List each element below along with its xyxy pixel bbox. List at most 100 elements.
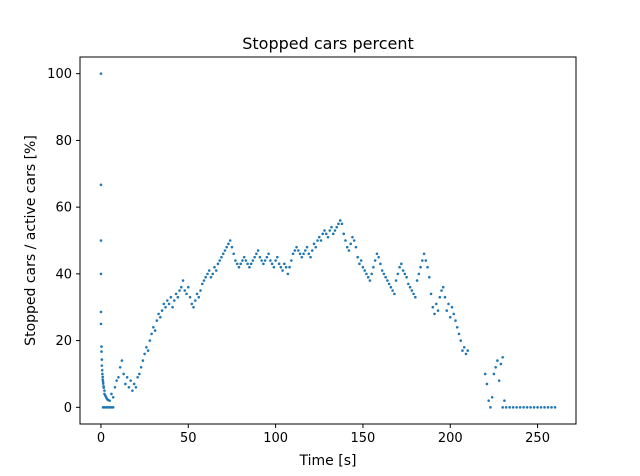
data-point	[434, 302, 438, 306]
data-point	[504, 406, 508, 409]
data-point	[138, 372, 141, 376]
data-point	[159, 315, 162, 319]
data-point	[489, 406, 492, 409]
data-point	[462, 345, 466, 349]
data-point	[269, 259, 272, 262]
data-point	[553, 406, 557, 409]
data-point	[511, 406, 515, 409]
data-point	[211, 272, 215, 276]
data-point	[101, 372, 104, 376]
data-point	[387, 282, 391, 286]
data-point	[171, 305, 174, 309]
data-point	[522, 406, 525, 409]
data-point	[160, 309, 164, 312]
data-point	[433, 312, 436, 316]
data-point	[228, 239, 232, 242]
data-point	[441, 285, 445, 289]
data-point	[297, 249, 300, 252]
data-point	[169, 295, 173, 299]
data-point	[265, 255, 269, 259]
data-point	[111, 396, 115, 399]
data-point	[157, 312, 160, 316]
data-point	[204, 275, 208, 279]
data-point	[255, 252, 258, 256]
data-point	[455, 325, 459, 329]
data-point	[209, 275, 213, 279]
data-point	[197, 295, 201, 299]
data-point	[377, 255, 380, 259]
data-point	[461, 349, 464, 352]
data-point	[403, 272, 407, 276]
data-point	[307, 252, 311, 256]
data-point	[485, 382, 489, 386]
data-point	[373, 259, 377, 262]
data-point	[352, 239, 356, 242]
data-point	[111, 406, 115, 409]
data-point	[234, 259, 237, 262]
data-point	[445, 309, 449, 312]
data-point	[354, 245, 358, 249]
data-point	[391, 289, 394, 292]
data-point	[508, 406, 511, 409]
data-point	[174, 292, 178, 296]
data-point	[132, 382, 136, 386]
data-point	[127, 386, 131, 389]
data-point	[323, 229, 326, 232]
data-point	[183, 289, 187, 292]
data-point	[186, 285, 190, 289]
data-point	[270, 262, 274, 266]
data-point	[492, 372, 496, 376]
data-point	[429, 292, 433, 296]
data-point	[317, 235, 321, 239]
data-point	[487, 399, 490, 402]
data-point	[101, 380, 105, 383]
data-point	[122, 372, 125, 376]
data-point	[293, 249, 297, 252]
data-point	[277, 262, 281, 266]
data-point	[393, 292, 396, 296]
data-point	[150, 332, 153, 336]
data-point	[100, 358, 104, 361]
data-point	[349, 242, 353, 246]
data-point	[415, 279, 419, 282]
data-point	[221, 252, 225, 256]
data-point	[237, 265, 241, 269]
data-point	[216, 262, 220, 266]
data-point	[99, 322, 103, 326]
data-point	[310, 249, 314, 252]
data-point	[145, 345, 148, 349]
data-point	[314, 245, 318, 249]
y-axis-label: Stopped cars / active cars [%]	[23, 135, 39, 346]
data-point	[248, 265, 251, 269]
data-point	[356, 255, 359, 259]
data-point	[274, 259, 277, 262]
data-point	[166, 299, 169, 302]
data-point	[235, 262, 239, 266]
data-point	[239, 262, 242, 266]
data-point	[223, 249, 227, 252]
data-point	[99, 72, 103, 75]
data-point	[181, 279, 185, 282]
data-point	[206, 272, 209, 276]
data-point	[139, 365, 143, 369]
data-point	[454, 319, 457, 322]
data-point	[125, 375, 129, 379]
data-point	[286, 272, 290, 276]
data-point	[214, 269, 218, 272]
data-point	[359, 259, 363, 262]
data-point	[256, 249, 260, 252]
data-point	[202, 279, 206, 282]
data-point	[417, 272, 421, 276]
data-point	[380, 269, 384, 272]
data-point	[503, 399, 506, 402]
data-point	[207, 269, 211, 272]
data-point	[305, 245, 309, 249]
data-point	[284, 265, 288, 269]
data-point	[101, 382, 105, 385]
data-point	[146, 349, 150, 352]
data-point	[199, 289, 202, 292]
data-point	[345, 245, 349, 249]
y-tick-label: 80	[55, 134, 72, 149]
data-point	[440, 289, 443, 292]
data-point	[124, 382, 127, 386]
